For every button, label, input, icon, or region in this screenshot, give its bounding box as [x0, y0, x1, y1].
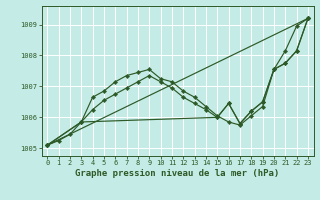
X-axis label: Graphe pression niveau de la mer (hPa): Graphe pression niveau de la mer (hPa) [76, 169, 280, 178]
